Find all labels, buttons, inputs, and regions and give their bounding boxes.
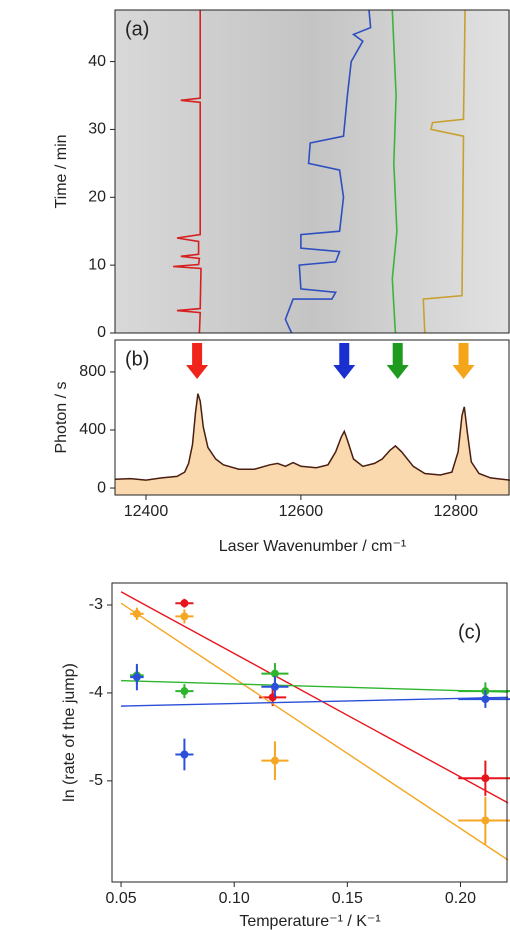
fit-line [120, 602, 509, 861]
panel-label: (c) [458, 621, 481, 643]
plot-frame [111, 582, 508, 883]
y-tick-label: -5 [89, 772, 103, 789]
x-tick-label: 0.15 [332, 890, 363, 907]
panel-label: (a) [125, 18, 149, 40]
peak-arrow [333, 343, 356, 379]
peak-arrow [186, 343, 209, 379]
y-tick-label: 400 [79, 421, 106, 438]
x-axis-title: Laser Wavenumber / cm⁻¹ [219, 538, 406, 555]
point [270, 756, 279, 765]
image-background [115, 10, 510, 333]
point [180, 687, 189, 696]
fit-line [120, 591, 509, 804]
y-tick-label: 0 [97, 324, 106, 341]
y-tick-label: 40 [88, 53, 106, 70]
plot-frame [114, 9, 510, 334]
x-tick-label: 12600 [279, 503, 324, 520]
y-tick-label: 0 [97, 479, 106, 496]
point [481, 816, 490, 825]
fit-line [121, 696, 509, 707]
peak-arrow [452, 343, 475, 379]
x-tick-label: 0.10 [219, 890, 250, 907]
point [132, 673, 141, 682]
point [180, 612, 189, 621]
y-axis-title: Photon / s [53, 381, 70, 453]
point [132, 609, 141, 618]
x-tick-label: 12800 [434, 503, 479, 520]
trace [391, 9, 398, 334]
y-tick-label: 10 [88, 256, 106, 273]
x-tick-label: 0.05 [105, 890, 136, 907]
y-axis-title: ln (rate of the jump) [61, 663, 78, 802]
trace [422, 9, 466, 334]
panel-label: (b) [125, 348, 149, 370]
fit-line [121, 679, 509, 693]
plot-frame [114, 339, 510, 496]
spectrum-line [114, 393, 510, 481]
peak-arrow [386, 343, 409, 379]
point [180, 750, 189, 759]
spectrum-area [115, 393, 510, 495]
trace [173, 10, 202, 334]
x-tick-label: 12400 [124, 503, 169, 520]
y-tick-label: -4 [89, 684, 103, 701]
point [180, 599, 189, 608]
trace [284, 9, 372, 334]
y-tick-label: 20 [88, 189, 106, 206]
y-tick-label: 30 [88, 121, 106, 138]
y-tick-label: -3 [89, 596, 103, 613]
point [270, 669, 279, 678]
point [270, 682, 279, 691]
y-tick-label: 800 [79, 363, 106, 380]
y-axis-title: Time / min [53, 134, 70, 208]
point [481, 695, 490, 704]
x-axis-title: Temperature⁻¹ / K⁻¹ [239, 913, 380, 930]
point [481, 774, 490, 783]
x-tick-label: 0.20 [445, 890, 476, 907]
